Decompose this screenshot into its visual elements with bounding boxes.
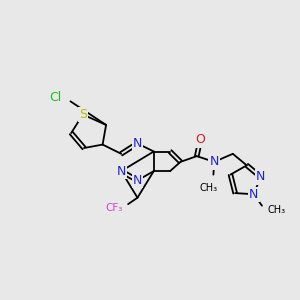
Text: Cl: Cl <box>50 91 62 104</box>
Text: O: O <box>195 134 205 146</box>
Text: CH₃: CH₃ <box>268 206 286 215</box>
Text: N: N <box>133 174 142 187</box>
Text: N: N <box>256 170 266 183</box>
Text: CF₃: CF₃ <box>105 203 122 213</box>
Text: S: S <box>79 108 87 121</box>
Text: N: N <box>249 188 258 201</box>
Text: N: N <box>116 165 126 178</box>
Text: CH₃: CH₃ <box>199 183 218 193</box>
Text: N: N <box>209 155 219 168</box>
Text: N: N <box>133 137 142 150</box>
